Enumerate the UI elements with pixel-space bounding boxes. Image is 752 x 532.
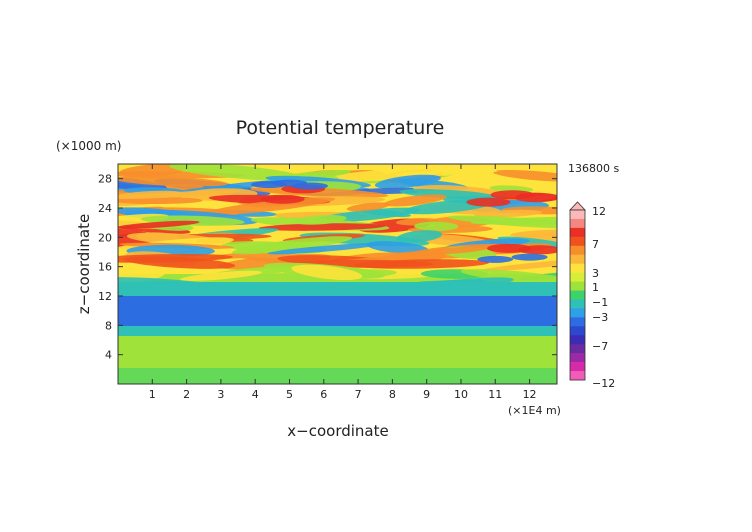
field-patch	[169, 164, 305, 181]
colorbar-segment	[570, 371, 585, 381]
x-tick-label: 5	[286, 388, 293, 401]
low-band-blue	[118, 296, 557, 330]
field-patch	[232, 236, 353, 255]
x-tick-label: 3	[217, 388, 224, 401]
x-tick-label: 1	[149, 388, 156, 401]
colorbar-label: −7	[592, 340, 608, 353]
field-patch	[118, 190, 242, 200]
colorbar-label: 7	[592, 238, 599, 251]
time-label: 136800 s	[568, 162, 619, 175]
x-unit-label: (×1E4 m)	[508, 404, 561, 417]
x-tick-label: 4	[252, 388, 259, 401]
field-patch	[258, 223, 386, 231]
colorbar-label: −12	[592, 377, 615, 390]
field-patch	[489, 185, 534, 193]
field-patch	[479, 257, 557, 272]
field-patch	[118, 176, 228, 187]
colorbar-segment	[570, 210, 585, 220]
heatmap-field	[118, 164, 557, 384]
field-patch	[119, 164, 187, 178]
field-patch	[260, 194, 305, 204]
y-tick-label: 4	[105, 349, 112, 362]
field-patch	[473, 209, 543, 218]
field-patch	[118, 220, 200, 229]
colorbar-segment	[570, 353, 585, 363]
colorbar-label: 3	[592, 267, 599, 280]
field-patch	[293, 214, 347, 225]
field-patch	[509, 229, 557, 237]
colorbar-segment	[570, 317, 585, 327]
y-tick-label: 8	[105, 319, 112, 332]
y-tick-label: 24	[98, 202, 112, 215]
colorbar-segment	[570, 290, 585, 300]
x-axis: 1 2 3 4 5 6 7 8 9 10 11 12	[149, 164, 537, 401]
field-patch	[492, 169, 557, 182]
x-tick-label: 6	[320, 388, 327, 401]
field-patch	[320, 168, 445, 182]
colorbar: 12 7 31 −1 −3 −7 −12	[569, 201, 615, 390]
low-band-cyan	[118, 282, 557, 298]
field-patch	[118, 175, 167, 191]
field-patch	[517, 245, 557, 255]
x-tick-label: 12	[523, 388, 537, 401]
colorbar-segment	[570, 218, 585, 229]
colorbar-segment	[570, 362, 585, 372]
field-patch	[366, 241, 429, 254]
field-patch	[346, 202, 390, 212]
colorbar-segment	[570, 227, 585, 238]
colorbar-label: −3	[592, 311, 608, 324]
x-axis-label: x−coordinate	[287, 422, 388, 440]
field-patch	[396, 230, 443, 243]
chart-title: Potential temperature	[236, 117, 445, 139]
colorbar-segment	[570, 254, 585, 264]
y-axis: 4 8 12 16 20 24 28	[98, 173, 557, 362]
field-patch	[511, 253, 548, 261]
colorbar-segment	[570, 299, 585, 309]
colorbar-frame	[569, 209, 586, 381]
colorbar-segment	[570, 245, 585, 256]
colorbar-segment	[570, 281, 585, 291]
field-patch	[460, 269, 557, 285]
colorbar-segment	[570, 344, 585, 354]
low-band-cyan2	[118, 326, 557, 336]
colorbar-top-arrow	[569, 201, 586, 211]
colorbar-segment	[570, 272, 585, 282]
x-tick-label: 10	[454, 388, 468, 401]
x-tick-label: 9	[423, 388, 430, 401]
y-tick-label: 16	[98, 261, 112, 274]
field-patch	[267, 243, 383, 255]
field-patch	[291, 264, 363, 281]
colorbar-segment	[570, 263, 585, 273]
colorbar-segment	[570, 326, 585, 336]
colorbar-segment	[570, 236, 585, 247]
field-patch	[205, 197, 336, 215]
field-patch	[180, 270, 262, 281]
field-patch	[447, 215, 557, 229]
field-patch	[118, 253, 233, 263]
field-patch	[395, 169, 498, 177]
y-tick-label: 28	[98, 173, 112, 186]
x-tick-label: 2	[183, 388, 190, 401]
y-unit-label: (×1000 m)	[56, 139, 121, 153]
field-patch	[292, 182, 329, 190]
plot-frame	[117, 163, 558, 385]
field-patch	[477, 255, 514, 263]
colorbar-segment	[570, 308, 585, 318]
field-patch	[383, 194, 447, 207]
x-tick-label: 7	[355, 388, 362, 401]
y-tick-label: 20	[98, 231, 112, 244]
y-tick-label: 12	[98, 290, 112, 303]
field-patch	[466, 197, 511, 207]
colorbar-label: −1	[592, 296, 608, 309]
colorbar-label: 1	[592, 281, 599, 294]
colorbar-label: 12	[592, 205, 606, 218]
field-patch	[414, 221, 459, 231]
x-tick-label: 11	[488, 388, 502, 401]
colorbar-segment	[570, 335, 585, 345]
x-tick-label: 8	[389, 388, 396, 401]
y-axis-label: z−coordinate	[75, 214, 93, 314]
field-patch	[514, 193, 557, 203]
